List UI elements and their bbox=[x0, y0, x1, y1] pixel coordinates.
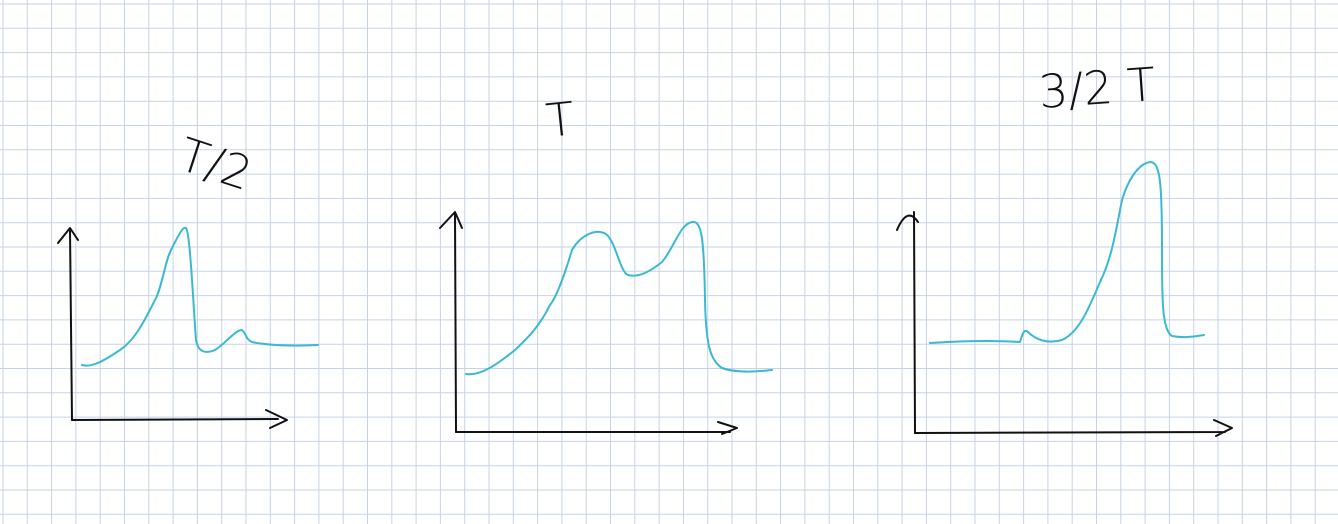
density-curve-t bbox=[465, 220, 773, 376]
y-axis-arrow bbox=[439, 211, 463, 433]
x-axis-arrow bbox=[71, 409, 288, 429]
panel-three-halves-t: 3/2 T bbox=[896, 57, 1233, 437]
panel-t-half: T/2 bbox=[57, 127, 319, 429]
panel-t: T bbox=[439, 91, 773, 435]
density-curve-three-halves-t bbox=[929, 161, 1205, 344]
y-axis-arrow bbox=[896, 211, 919, 434]
y-axis-arrow bbox=[57, 227, 79, 421]
x-axis-arrow bbox=[914, 419, 1233, 437]
density-curve-t-half bbox=[81, 226, 319, 367]
panel-label-three-halves-t: 3/2 T bbox=[1037, 57, 1157, 119]
x-axis-arrow bbox=[455, 421, 738, 435]
panel-label-t: T bbox=[544, 91, 578, 148]
